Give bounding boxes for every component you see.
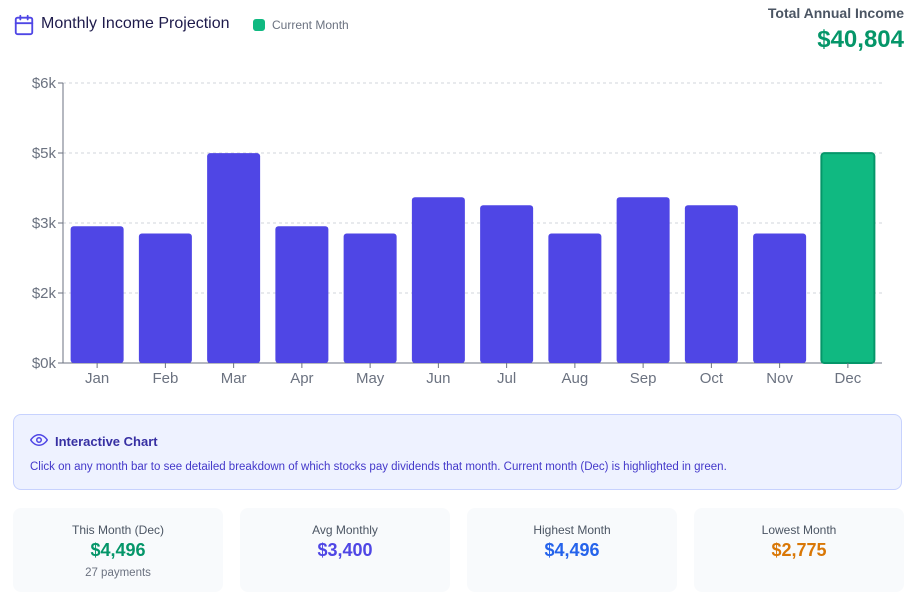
y-tick-label: $0k: [32, 355, 57, 372]
legend-swatch-current: [253, 19, 265, 31]
x-tick-label: Dec: [835, 370, 862, 387]
calendar-icon: [14, 14, 34, 36]
bar-jul[interactable]: [480, 205, 534, 363]
bar-aug[interactable]: [548, 233, 602, 364]
stat-label: Avg Monthly: [312, 523, 378, 537]
stat-sub: 27 payments: [85, 567, 151, 579]
chart-svg: $0k $2k $3k $5k $6k Jan Feb Mar Apr May Jun Jul Aug S…: [32, 75, 882, 387]
page-title: Monthly Income Projection: [41, 15, 230, 32]
y-tick-label: $2k: [32, 285, 57, 302]
total-income-label: Total Annual Income: [767, 5, 904, 21]
y-tick-label: $6k: [32, 75, 57, 92]
info-title: Interactive Chart: [55, 434, 158, 449]
stat-value: $4,496: [90, 540, 146, 560]
eye-icon: [30, 434, 48, 446]
income-bar-chart: $0k $2k $3k $5k $6k Jan Feb Mar Apr May Jun Jul Aug S…: [0, 70, 919, 400]
stat-label: Lowest Month: [761, 523, 837, 537]
y-tick-label: $5k: [32, 145, 57, 162]
bar-sep[interactable]: [616, 197, 670, 363]
bar-jun[interactable]: [411, 197, 465, 363]
stat-card-avg-monthly: Avg Monthly $3,400: [240, 508, 450, 592]
stat-label: Highest Month: [533, 523, 611, 537]
bar-nov[interactable]: [753, 233, 807, 364]
header: Monthly Income Projection Current Month …: [0, 0, 919, 70]
bar-jan[interactable]: [70, 226, 124, 363]
stat-value: $4,496: [544, 540, 600, 560]
chart-legend: Current Month: [253, 18, 349, 32]
x-tick-label: Feb: [152, 370, 178, 387]
x-tick-label: Jul: [497, 370, 516, 387]
interactive-chart-info: Interactive Chart Click on any month bar…: [13, 414, 902, 490]
stat-label: This Month (Dec): [71, 523, 165, 537]
x-tick-label: Mar: [221, 370, 247, 387]
bar-may[interactable]: [343, 233, 397, 364]
x-tick-label: Aug: [562, 370, 589, 387]
bar-oct[interactable]: [684, 205, 738, 363]
bar-mar[interactable]: [207, 153, 261, 363]
stat-value: $3,400: [317, 540, 373, 560]
info-text: Click on any month bar to see detailed b…: [30, 461, 727, 473]
x-tick-label: Oct: [700, 370, 724, 387]
x-tick-label: Sep: [630, 370, 657, 387]
bar-apr[interactable]: [275, 226, 329, 363]
x-tick-label: Jan: [85, 370, 109, 387]
bar-feb[interactable]: [138, 233, 192, 364]
bar-current-month[interactable]: [820, 152, 876, 365]
x-tick-label: Jun: [426, 370, 450, 387]
total-income-value: $40,804: [817, 26, 904, 53]
x-tick-label: May: [356, 370, 385, 387]
x-tick-label: Apr: [290, 370, 313, 387]
x-tick-label: Nov: [766, 370, 793, 387]
y-tick-label: $3k: [32, 215, 57, 232]
stat-value: $2,775: [771, 540, 827, 560]
stat-card-highest-month: Highest Month $4,496: [467, 508, 677, 592]
stat-card-this-month: This Month (Dec) $4,496 27 payments: [13, 508, 223, 592]
legend-label-current: Current Month: [272, 18, 349, 32]
stat-card-lowest-month: Lowest Month $2,775: [694, 508, 904, 592]
